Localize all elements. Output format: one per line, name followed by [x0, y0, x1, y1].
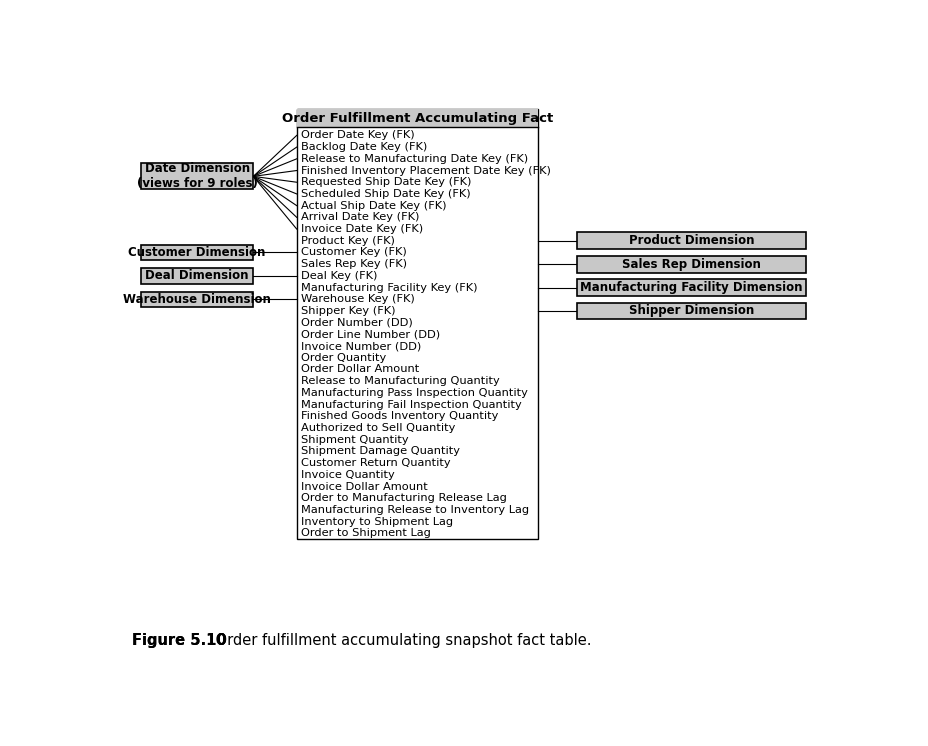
- Text: Order Date Key (FK): Order Date Key (FK): [301, 131, 414, 140]
- Text: Order Dollar Amount: Order Dollar Amount: [301, 365, 419, 374]
- Text: Arrival Date Key (FK): Arrival Date Key (FK): [301, 213, 419, 222]
- Text: Manufacturing Facility Dimension: Manufacturing Facility Dimension: [580, 281, 802, 294]
- Text: Deal Key (FK): Deal Key (FK): [301, 271, 377, 280]
- Text: Order Line Number (DD): Order Line Number (DD): [301, 330, 439, 339]
- Text: Invoice Date Key (FK): Invoice Date Key (FK): [301, 224, 422, 234]
- Text: Customer Key (FK): Customer Key (FK): [301, 248, 406, 257]
- Text: Order fulfillment accumulating snapshot fact table.: Order fulfillment accumulating snapshot …: [198, 633, 591, 648]
- Bar: [576, 232, 805, 249]
- Text: Requested Ship Date Key (FK): Requested Ship Date Key (FK): [301, 178, 470, 187]
- Text: Figure 5.10: Figure 5.10: [132, 633, 226, 648]
- Text: Release to Manufacturing Quantity: Release to Manufacturing Quantity: [301, 376, 498, 386]
- Text: Manufacturing Fail Inspection Quantity: Manufacturing Fail Inspection Quantity: [301, 400, 521, 410]
- Bar: [141, 245, 253, 260]
- Bar: [576, 279, 805, 296]
- Text: Order Quantity: Order Quantity: [301, 353, 385, 363]
- Bar: [141, 163, 253, 189]
- Text: Actual Ship Date Key (FK): Actual Ship Date Key (FK): [301, 201, 445, 210]
- Text: Invoice Quantity: Invoice Quantity: [301, 470, 393, 480]
- Text: Invoice Dollar Amount: Invoice Dollar Amount: [301, 481, 427, 492]
- Bar: [576, 302, 805, 319]
- Text: Figure 5.10: Figure 5.10: [132, 633, 226, 648]
- Text: Warehouse Dimension: Warehouse Dimension: [123, 292, 271, 306]
- Text: Product Dimension: Product Dimension: [628, 234, 754, 247]
- Text: Order to Shipment Lag: Order to Shipment Lag: [301, 528, 430, 539]
- Text: Deal Dimension: Deal Dimension: [145, 269, 249, 282]
- Text: Manufacturing Release to Inventory Lag: Manufacturing Release to Inventory Lag: [301, 505, 528, 515]
- Text: Shipment Damage Quantity: Shipment Damage Quantity: [301, 446, 459, 457]
- Text: Customer Dimension: Customer Dimension: [128, 246, 265, 259]
- Text: Shipment Quantity: Shipment Quantity: [301, 435, 407, 445]
- Text: Sales Rep Dimension: Sales Rep Dimension: [622, 257, 760, 271]
- Text: Finished Inventory Placement Date Key (FK): Finished Inventory Placement Date Key (F…: [301, 166, 550, 175]
- Text: Backlog Date Key (FK): Backlog Date Key (FK): [301, 142, 426, 152]
- Text: Customer Return Quantity: Customer Return Quantity: [301, 458, 450, 468]
- Text: Order Fulfillment Accumulating Fact: Order Fulfillment Accumulating Fact: [282, 111, 553, 125]
- Text: Manufacturing Facility Key (FK): Manufacturing Facility Key (FK): [301, 283, 477, 292]
- Text: Product Key (FK): Product Key (FK): [301, 236, 394, 245]
- Text: Finished Goods Inventory Quantity: Finished Goods Inventory Quantity: [301, 411, 497, 421]
- Bar: [141, 292, 253, 307]
- Text: Warehouse Key (FK): Warehouse Key (FK): [301, 294, 414, 304]
- Text: Date Dimension
(views for 9 roles): Date Dimension (views for 9 roles): [136, 163, 257, 190]
- Text: Scheduled Ship Date Key (FK): Scheduled Ship Date Key (FK): [301, 189, 470, 199]
- Text: Order Number (DD): Order Number (DD): [301, 318, 412, 327]
- Text: Authorized to Sell Quantity: Authorized to Sell Quantity: [301, 423, 455, 433]
- Text: Figure 5.10    Order fulfillment accumulating snapshot fact table.: Figure 5.10 Order fulfillment accumulati…: [132, 633, 607, 648]
- Text: Manufacturing Pass Inspection Quantity: Manufacturing Pass Inspection Quantity: [301, 388, 527, 398]
- Bar: [576, 256, 805, 272]
- Text: Shipper Key (FK): Shipper Key (FK): [301, 306, 394, 316]
- Bar: [296, 109, 538, 539]
- Text: Sales Rep Key (FK): Sales Rep Key (FK): [301, 259, 406, 269]
- Bar: [296, 109, 538, 128]
- Text: Inventory to Shipment Lag: Inventory to Shipment Lag: [301, 517, 452, 527]
- Text: Release to Manufacturing Date Key (FK): Release to Manufacturing Date Key (FK): [301, 154, 527, 164]
- Text: Invoice Number (DD): Invoice Number (DD): [301, 341, 420, 351]
- Text: Shipper Dimension: Shipper Dimension: [628, 304, 754, 318]
- Bar: [141, 268, 253, 283]
- Text: Order to Manufacturing Release Lag: Order to Manufacturing Release Lag: [301, 493, 506, 504]
